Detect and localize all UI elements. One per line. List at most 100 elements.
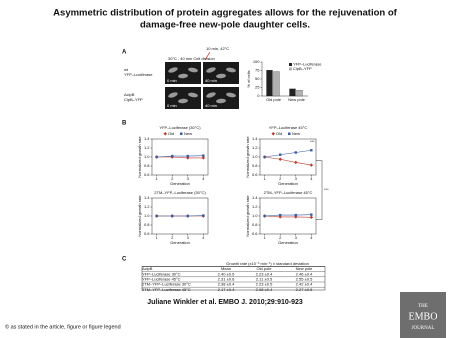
cell — [206, 92, 216, 98]
heat-label: 10 min, 42°C — [206, 46, 229, 51]
panel-label: C — [122, 257, 127, 263]
data-point — [294, 151, 297, 154]
y-tick-label: 1.0 — [252, 213, 258, 218]
table-cell: 2.40 ±0.5 — [218, 271, 235, 276]
cell — [226, 67, 236, 73]
strain-label: YFP–Luciferase — [124, 72, 153, 77]
table-cell: 2.17 ±0.4 — [218, 287, 235, 292]
data-point — [186, 154, 189, 158]
plot-frame — [259, 138, 317, 176]
cell — [178, 98, 188, 104]
legend-label: Old — [276, 131, 282, 136]
x-tick-label: 4 — [310, 235, 313, 240]
bar — [266, 70, 273, 97]
cell — [168, 67, 178, 73]
x-tick-label: 2 — [171, 176, 174, 181]
y-tick-label: 0 — [257, 93, 260, 98]
y-axis-label: Normalized growth rate — [245, 195, 250, 237]
y-axis-label: % of cells — [246, 70, 251, 87]
y-tick-label: 1.2 — [144, 204, 150, 209]
footer: © as stated in the article, figure or fi… — [5, 323, 121, 330]
panel-label: A — [122, 50, 127, 56]
table-cell: 2.31 ±0.6 — [218, 276, 235, 281]
cell — [206, 67, 216, 73]
table-cell: 2.38 ±0.4 — [218, 282, 235, 287]
data-point — [294, 160, 298, 165]
y-tick-label: 1.0 — [144, 213, 150, 218]
y-tick-label: 1.2 — [252, 204, 258, 209]
table-header: Old pole — [257, 266, 273, 271]
figure: A 30°C , 40 min Cell division 10 min, 42°C… — [122, 46, 329, 292]
x-tick-label: 4 — [202, 176, 205, 181]
y-tick-label: 0.8 — [252, 163, 258, 168]
title-line: damage-free new-pole daughter cells. — [140, 20, 310, 31]
series-line — [264, 215, 312, 218]
y-tick-label: 75 — [255, 68, 260, 73]
x-tick-label: Old pole — [266, 97, 282, 102]
legend-swatch — [289, 67, 292, 71]
chart-title: YFP–Luciferase (30°C) — [159, 125, 201, 130]
data-point — [263, 155, 266, 159]
data-point — [201, 156, 206, 160]
y-axis-label: Normalized growth rate — [137, 195, 142, 237]
logo-box — [400, 292, 446, 338]
y-tick-label: 100 — [253, 59, 260, 64]
data-point — [309, 215, 314, 220]
logo-text: THE — [418, 304, 428, 309]
cell — [178, 73, 188, 79]
y-tick-label: 1.4 — [252, 136, 258, 141]
logo-text: JOURNAL — [412, 326, 435, 331]
x-tick-label: 1 — [156, 176, 159, 181]
y-tick-label: 1.2 — [252, 145, 258, 150]
x-tick-label: 2 — [279, 235, 282, 240]
x-tick-label: 2 — [171, 235, 174, 240]
y-tick-label: 0.8 — [144, 163, 150, 168]
x-axis-label: Generation — [170, 181, 190, 186]
x-axis-label: Generation — [278, 181, 298, 186]
bar — [289, 88, 296, 97]
data-point — [263, 214, 266, 218]
data-point — [310, 213, 313, 216]
x-tick-label: New pole — [288, 97, 305, 102]
logo-text: EMBO — [409, 311, 438, 322]
y-tick-label: 1.4 — [144, 195, 150, 200]
time-label: 0 min — [167, 103, 177, 108]
legend-label: New — [184, 131, 192, 136]
time-label: 40 min — [205, 78, 217, 83]
series-line — [264, 156, 312, 166]
legend-label: Old — [168, 131, 174, 136]
x-tick-label: 3 — [187, 235, 190, 240]
x-axis-label: Generation — [170, 240, 190, 245]
table-cell: 2.11 ±0.5 — [256, 276, 273, 281]
y-tick-label: 1.0 — [144, 154, 150, 159]
y-tick-label: 0.8 — [144, 222, 150, 227]
x-tick-label: 1 — [264, 235, 267, 240]
strain-label: ClpB–YFP — [124, 97, 143, 102]
table-cell: 2.46 ±0.4 — [296, 271, 313, 276]
data-point — [186, 214, 189, 218]
cell — [226, 92, 236, 98]
x-axis-label: Generation — [278, 240, 298, 245]
legend-marker — [271, 131, 276, 136]
citation: Juliane Winkler et al. EMBO J. 2010;29:9… — [147, 299, 303, 306]
time-label: 0 min — [167, 78, 177, 83]
strain-label: ΔclpB — [124, 92, 135, 97]
y-tick-label: 0.6 — [144, 231, 150, 236]
legend-marker — [288, 132, 291, 135]
chart-title: 2TM–YFP–Luciferase (30°C) — [154, 190, 206, 195]
x-tick-label: 3 — [295, 176, 298, 181]
legend-marker — [163, 131, 168, 136]
y-tick-label: 1.0 — [252, 154, 258, 159]
y-tick-label: 1.4 — [252, 195, 258, 200]
series-line — [264, 214, 312, 217]
y-axis-label: Normalized growth rate — [245, 136, 250, 178]
x-tick-label: 1 — [156, 235, 159, 240]
data-point — [171, 154, 174, 158]
chart-title: YFP–Luciferase 45°C — [269, 125, 308, 130]
table-frame — [141, 266, 326, 291]
data-point — [171, 214, 174, 218]
table-cell: 2.08 ±0.4 — [256, 287, 273, 292]
y-tick-label: 50 — [255, 76, 260, 81]
x-tick-label: 1 — [264, 176, 267, 181]
cell — [188, 67, 198, 73]
